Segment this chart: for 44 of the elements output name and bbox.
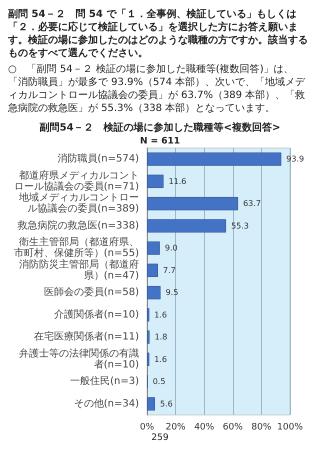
x-tick-label: 40% (194, 422, 215, 432)
bar (147, 397, 156, 411)
y-tick-label: 救急病院の救急医(n=338) (16, 219, 140, 232)
data-label: 93.9 (286, 154, 304, 164)
y-tick-label: 医師会の委員(n=58) (44, 286, 140, 298)
bar (147, 219, 226, 233)
y-tick-label: 都道府県メディカルコントロール協議会の委員(n=71) (14, 169, 140, 192)
y-tick-label: 介護関係者(n=10) (54, 308, 140, 320)
text: ○ 「副問 54－２ 検証の場に参加した職種等(複数回答)」は、「消防職員」が最多で 93.9%（574 本部）、次いで、「地域メディカルコントロール協議会の委員」が 63.7%（389 本部）、「救急病院の救急医」が 55.3%（338 本部）となっています。 (8, 63, 306, 115)
data-label: 63.7 (243, 199, 261, 208)
y-tick-label: 在宅医療関係者(n=11) (34, 330, 140, 343)
data-label: 1.6 (154, 310, 168, 320)
data-label: 11.6 (168, 176, 186, 186)
x-axis-title: N = 611 (140, 136, 180, 146)
text: 259 (150, 432, 170, 445)
data-label: 5.6 (160, 399, 173, 408)
y-tick-label: 一般住民(n=3) (70, 376, 140, 388)
bar (147, 241, 160, 255)
y-tick-label: 地域メディカルコントロール協議会の委員(n=389) (18, 192, 140, 215)
data-label: 9.5 (166, 288, 178, 298)
data-label: 55.3 (231, 221, 249, 230)
data-label: 7.7 (163, 266, 176, 275)
y-tick-label: 消防防災主管部局（都道府県）(n=47) (19, 258, 140, 282)
y-tick-label: 弁護士等の法律関係の有識者(n=10) (19, 347, 140, 370)
bar (147, 152, 282, 166)
x-tick-label: 80% (251, 422, 272, 432)
bar (147, 174, 164, 188)
bar (147, 196, 238, 210)
bar (147, 286, 161, 300)
chart-subtitle: 副問54－２ 検証の場に参加した職種等<複数回答> (40, 122, 280, 134)
data-label: 0.5 (152, 377, 166, 386)
y-tick-label: 衛生主管部局（都道府県、市町村、保健所等）(n=55) (14, 236, 140, 260)
data-label: 9.0 (164, 244, 178, 253)
x-tick-label: 60% (222, 422, 244, 432)
data-label: 1.6 (154, 354, 168, 364)
x-tick-label: 0% (140, 422, 155, 432)
bar (147, 264, 158, 278)
y-tick-label: 消防職員(n=574) (57, 152, 140, 165)
x-tick-label: 100% (277, 422, 304, 432)
data-label: 1.8 (154, 332, 168, 342)
y-tick-label: その他(n=34) (74, 397, 140, 410)
chart-title: 副問 54－２ 問 54 で「１．全事例、検証している」もしくは「２．必要に応じて検証している」を選択した方にお答え願います。検証の場に参加したのはどのような職種の方ですか。該当するものをすべて選んでください。 (8, 8, 309, 60)
bar (147, 330, 150, 344)
x-tick-label: 20% (166, 422, 186, 432)
